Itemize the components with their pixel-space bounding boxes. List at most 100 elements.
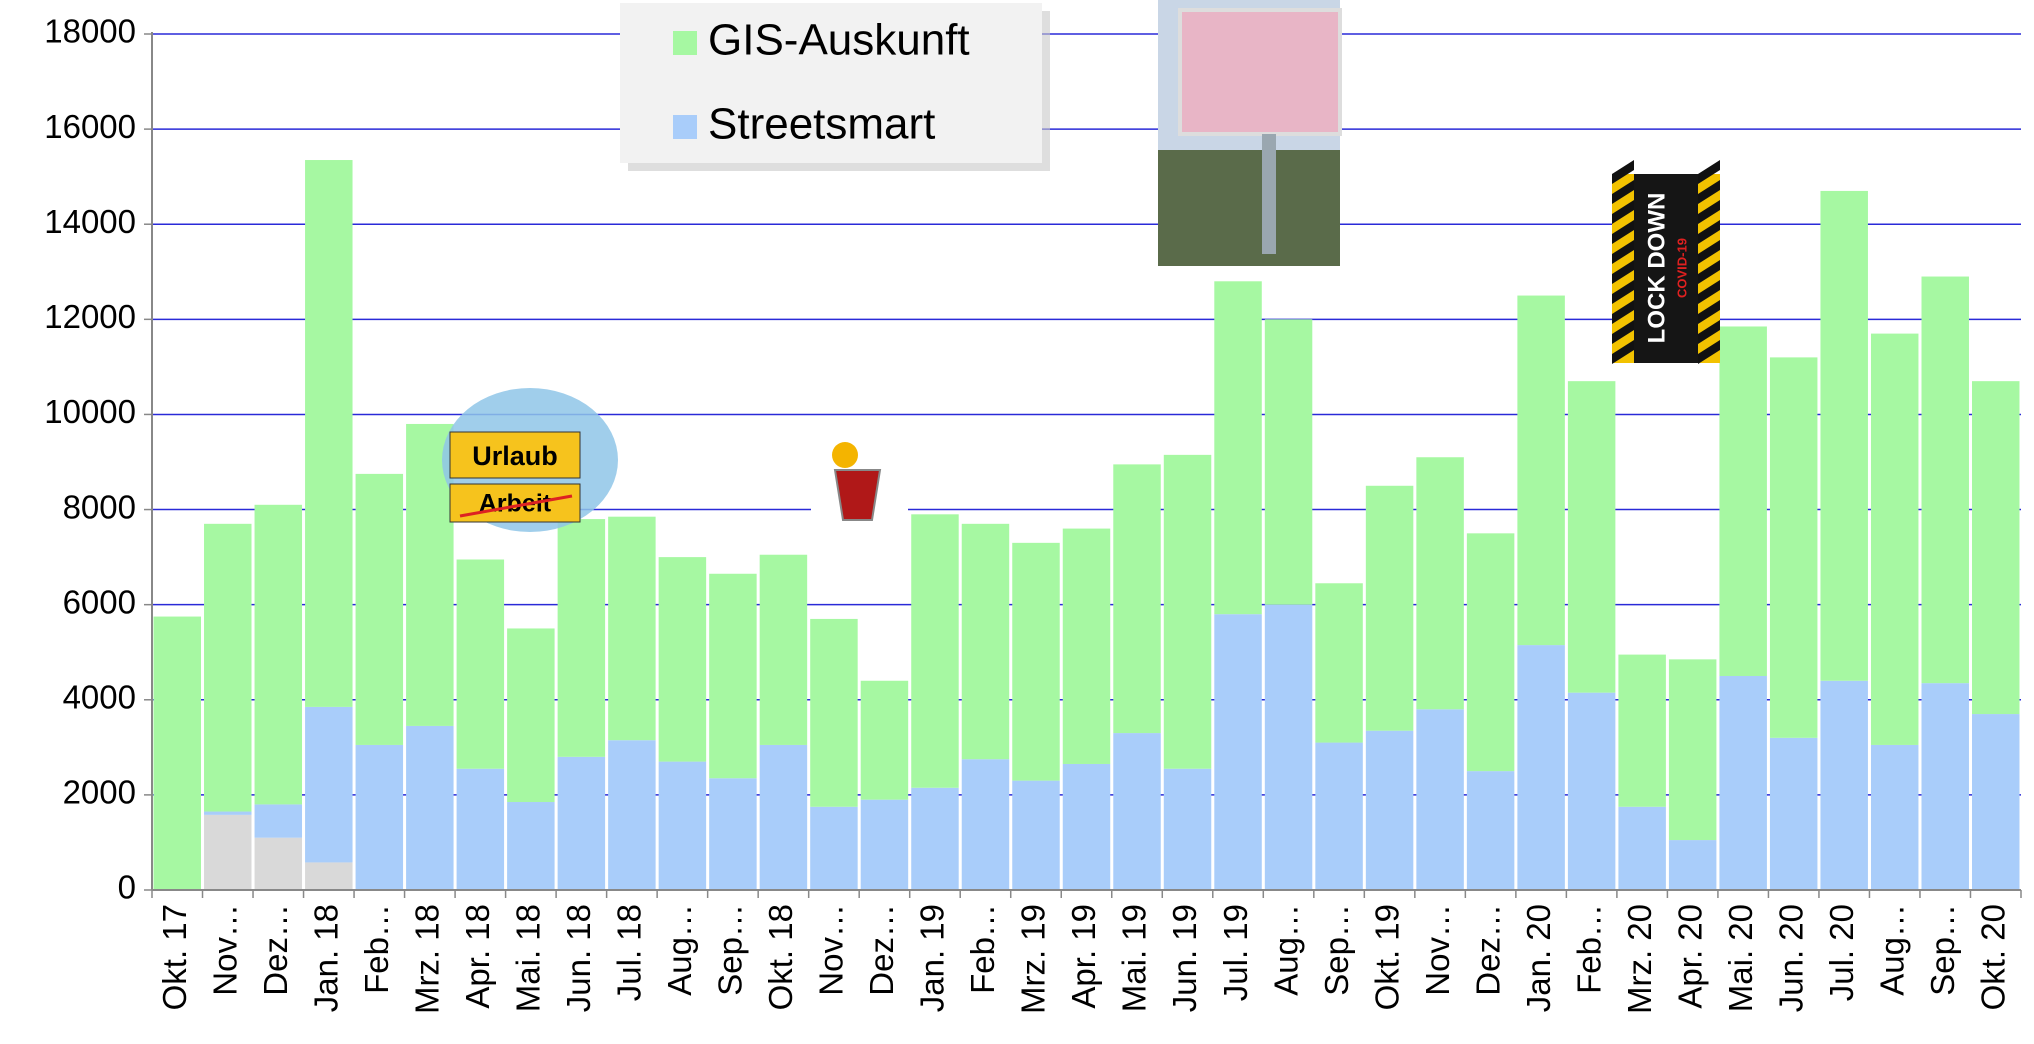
bar-segment: [1517, 296, 1564, 646]
sign-text: Urlaub: [472, 441, 558, 471]
x-tick-label: Jan. 20: [1520, 904, 1557, 1012]
bar-segment: [1618, 807, 1665, 890]
bar-segment: [760, 555, 807, 745]
y-tick-label: 6000: [63, 583, 136, 620]
bar-segment: [1416, 709, 1463, 890]
bar-segment: [1972, 381, 2019, 714]
legend-swatch: [673, 115, 697, 139]
bar-segment: [1921, 277, 1968, 684]
page: 0200040006000800010000120001400016000180…: [0, 0, 2034, 1044]
x-tick-label: Jun. 20: [1772, 904, 1809, 1012]
x-tick-label: Mai. 20: [1722, 904, 1759, 1012]
bar-segment: [1063, 764, 1110, 890]
bar-segment: [659, 557, 706, 761]
bar-segment: [1719, 676, 1766, 890]
x-tick-label: Jul. 20: [1823, 904, 1860, 1001]
bar-segment: [1467, 533, 1514, 771]
bar-segment: [1770, 357, 1817, 737]
bar-segment: [1568, 693, 1615, 890]
x-tick-label: Jan. 18: [308, 904, 345, 1012]
bar-segment: [1618, 655, 1665, 807]
bar-segment: [1265, 605, 1312, 890]
bar-segment: [204, 812, 251, 815]
bar-segment: [305, 862, 352, 890]
bar-segment: [1164, 455, 1211, 769]
x-tick-label: Dez…: [863, 904, 900, 996]
x-tick-label: Feb…: [1570, 904, 1607, 994]
bar-segment: [1113, 733, 1160, 890]
sign-text: Arbeit: [479, 490, 552, 518]
y-tick-label: 10000: [44, 393, 136, 430]
x-tick-label: Aug…: [661, 904, 698, 996]
legend: GIS-Auskunft Streetsmart: [620, 3, 1050, 171]
bar-segment: [861, 800, 908, 890]
bar-segment: [1467, 771, 1514, 890]
x-tick-label: Sep…: [1318, 904, 1355, 996]
bar-segment: [659, 762, 706, 890]
billboard-board: [1180, 10, 1340, 134]
legend-swatch: [673, 31, 697, 55]
bar-segment: [1366, 486, 1413, 731]
bar-segment: [911, 788, 958, 890]
bar-segment: [1669, 840, 1716, 890]
x-tick-label: Okt. 19: [1368, 904, 1405, 1010]
y-tick-label: 8000: [63, 488, 136, 525]
bar-segment: [810, 807, 857, 890]
x-tick-label: Mrz. 20: [1621, 904, 1658, 1014]
bar-segment: [1871, 745, 1918, 890]
bar-segment: [507, 802, 554, 890]
x-tick-label: Apr. 19: [1065, 904, 1102, 1009]
x-tick-label: Sep…: [712, 904, 749, 996]
bar-segment: [305, 160, 352, 707]
bar-segment: [255, 804, 302, 837]
bar-segment: [1871, 334, 1918, 745]
x-tick-label: Aug…: [1267, 904, 1304, 996]
x-tick-label: Apr. 18: [459, 904, 496, 1009]
x-tick-label: Feb…: [964, 904, 1001, 994]
bar-segment: [1366, 731, 1413, 890]
bar-segment: [962, 759, 1009, 890]
bar-segment: [962, 524, 1009, 759]
y-tick-label: 14000: [44, 203, 136, 240]
bar-segment: [558, 519, 605, 757]
bar-segment: [1214, 281, 1261, 614]
x-tick-label: Jul. 18: [611, 904, 648, 1001]
x-tick-label: Apr. 20: [1671, 904, 1708, 1009]
bar-segment: [1568, 381, 1615, 692]
bar-segment: [760, 745, 807, 890]
bar-segment: [457, 769, 504, 890]
bar-segment: [709, 574, 756, 778]
bar-segment: [1315, 743, 1362, 890]
bar-segment: [1214, 614, 1261, 890]
legend-label: GIS-Auskunft: [708, 16, 970, 65]
bar-segment: [1820, 191, 1867, 681]
bar-segment: [1416, 457, 1463, 709]
x-tick-label: Jun. 18: [560, 904, 597, 1012]
glass: [835, 470, 880, 520]
bar-segment: [1164, 769, 1211, 890]
bar-segment: [1012, 781, 1059, 890]
bar-segment: [709, 778, 756, 890]
x-tick-label: Dez…: [1469, 904, 1506, 996]
x-tick-label: Okt. 20: [1974, 904, 2011, 1010]
bar-segment: [255, 505, 302, 805]
bar-segment: [1921, 683, 1968, 890]
x-tick-label: Okt. 18: [762, 904, 799, 1010]
legend-label: Streetsmart: [708, 100, 935, 149]
bar-segment: [1315, 583, 1362, 742]
y-tick-label: 18000: [44, 13, 136, 50]
x-tick-label: Mrz. 18: [409, 904, 446, 1014]
chart: 0200040006000800010000120001400016000180…: [0, 0, 2034, 1044]
bar-segment: [608, 740, 655, 890]
x-tick-label: Jul. 19: [1217, 904, 1254, 1001]
bar-segment: [507, 628, 554, 802]
bar-segment: [911, 514, 958, 787]
x-tick-label: Sep…: [1924, 904, 1961, 996]
orange: [832, 442, 858, 468]
y-tick-label: 12000: [44, 298, 136, 335]
y-tick-label: 0: [118, 869, 136, 906]
bar-segment: [608, 517, 655, 741]
x-tick-label: Dez…: [257, 904, 294, 996]
lockdown-text: COVID-19: [1674, 238, 1689, 298]
bar-segment: [1820, 681, 1867, 890]
